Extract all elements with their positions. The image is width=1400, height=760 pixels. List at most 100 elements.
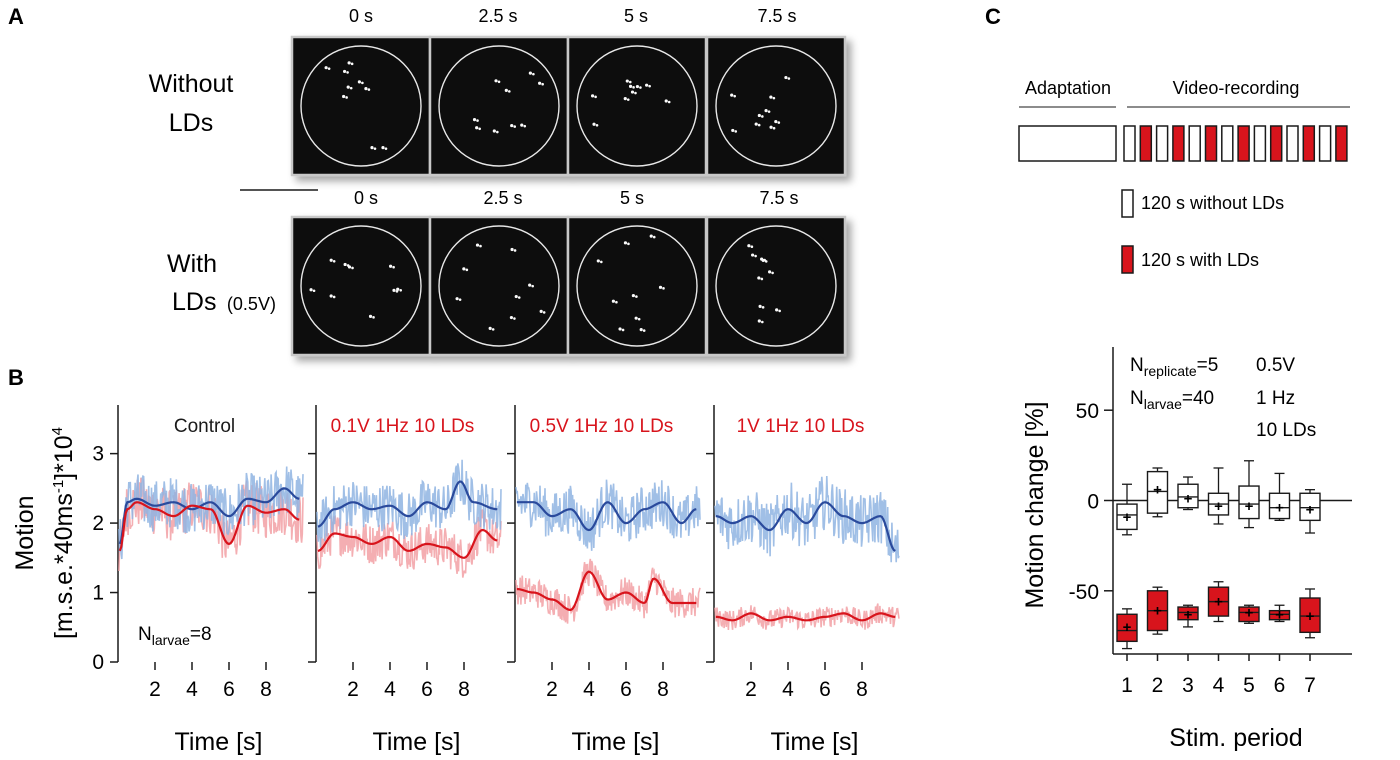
larva-dot bbox=[757, 123, 761, 127]
larva-dot bbox=[634, 316, 638, 320]
larva-dot bbox=[517, 296, 521, 299]
panel-a-label: A bbox=[8, 4, 24, 29]
larva-dot bbox=[764, 260, 768, 263]
larva-dot bbox=[649, 234, 653, 238]
larva-dot bbox=[639, 86, 642, 89]
larva-dot bbox=[733, 94, 736, 98]
box-red bbox=[1238, 606, 1260, 623]
motion-change-boxplot: Motion change [%] Stim. period Nreplicat… bbox=[1021, 347, 1352, 752]
y-tick-label: 0 bbox=[92, 651, 104, 674]
larva-dot bbox=[343, 262, 347, 267]
mean-marker: + bbox=[1275, 606, 1284, 623]
box-white bbox=[1116, 503, 1138, 531]
x-tick-label: 5 bbox=[1243, 674, 1255, 697]
larva-dot bbox=[775, 308, 779, 312]
x-tick-label: 8 bbox=[856, 678, 868, 701]
larva-dot bbox=[667, 100, 671, 104]
adaptation-block bbox=[1018, 125, 1117, 162]
legend-without-label: 120 s without LDs bbox=[1141, 193, 1284, 213]
video-frames-strip bbox=[290, 35, 847, 177]
x-axis-title: Time [s] bbox=[771, 728, 859, 756]
larva-dot bbox=[734, 130, 738, 133]
larva-dot bbox=[625, 79, 629, 83]
larva-dot bbox=[761, 258, 765, 263]
larva-dot bbox=[531, 284, 534, 288]
larva-dot bbox=[758, 304, 762, 308]
y-axis-title-line1: Motion bbox=[11, 495, 39, 570]
video-frames-strip bbox=[290, 215, 847, 357]
larva-dot bbox=[769, 95, 773, 99]
condition-voltage: 0.5V bbox=[1256, 355, 1295, 376]
arena-circle bbox=[715, 45, 837, 167]
arena-circle bbox=[576, 225, 698, 347]
stim-block-without bbox=[1253, 125, 1267, 162]
larva-dot bbox=[771, 271, 774, 275]
stim-block-without bbox=[1188, 125, 1201, 162]
y-tick-label: 3 bbox=[92, 443, 104, 466]
larva-dot bbox=[777, 121, 781, 124]
larva-dot bbox=[367, 88, 371, 91]
y-axis-title: Motion change [%] bbox=[1021, 401, 1049, 608]
raw-trace-blue bbox=[118, 466, 304, 560]
larva-dot bbox=[508, 90, 511, 93]
larva-dot bbox=[357, 80, 361, 84]
larva-dot bbox=[767, 110, 771, 113]
subplot: 2 4 6 8 Time [s] 1V 1Hz 10 LDs bbox=[706, 405, 900, 756]
larva-dot bbox=[639, 327, 643, 332]
legend-swatch-with bbox=[1121, 245, 1134, 274]
x-tick-label: 6 bbox=[819, 678, 831, 701]
x-tick-label: 6 bbox=[223, 678, 235, 701]
larva-dot bbox=[626, 98, 630, 101]
larva-dot bbox=[769, 125, 773, 129]
n-larvae-annotation: Nlarvae=40 bbox=[1130, 388, 1214, 412]
larva-dot bbox=[731, 128, 735, 133]
larva-dot bbox=[349, 86, 353, 90]
video-frame bbox=[566, 215, 708, 357]
larva-dot bbox=[590, 94, 595, 98]
video-recording-label: Video-recording bbox=[1173, 78, 1300, 98]
box-white bbox=[1238, 485, 1260, 520]
mean-trace-red bbox=[516, 570, 697, 612]
larva-dot bbox=[324, 66, 328, 70]
larva-dot bbox=[747, 244, 751, 248]
x-axis-title: Time [s] bbox=[175, 728, 263, 756]
box-red bbox=[1299, 597, 1321, 634]
larva-dot bbox=[510, 247, 514, 252]
video-frame bbox=[428, 35, 570, 177]
larva-dot bbox=[332, 259, 336, 263]
box-white bbox=[1268, 492, 1291, 520]
larva-dot bbox=[642, 329, 646, 332]
n-replicate-annotation: Nreplicate=5 bbox=[1130, 355, 1218, 379]
larva-dot bbox=[478, 127, 481, 131]
larva-dot bbox=[757, 276, 761, 280]
motion-trace-subplots: 0 1 2 3 2 4 6 8 Time [s] Control 2 4 6 8 Time [s] 0.1V … bbox=[92, 405, 900, 756]
condition-lds: 10 LDs bbox=[1256, 420, 1316, 441]
larva-dot bbox=[392, 265, 395, 269]
raw-trace-red bbox=[714, 603, 900, 631]
subplot-title: 1V 1Hz 10 LDs bbox=[737, 416, 865, 437]
larva-dot bbox=[462, 267, 466, 271]
larva-dot bbox=[523, 124, 527, 128]
arena-circle bbox=[576, 45, 698, 167]
arena-circle bbox=[300, 225, 422, 347]
frame-time-label: 2.5 s bbox=[483, 188, 522, 208]
legend-swatch-without bbox=[1121, 189, 1134, 218]
stim-block-without bbox=[1221, 125, 1234, 162]
y-tick-label: 1 bbox=[92, 582, 104, 605]
x-tick-label: 6 bbox=[421, 678, 433, 701]
larva-dot bbox=[541, 82, 544, 86]
larva-dot bbox=[600, 260, 603, 264]
larva-dot bbox=[621, 328, 625, 332]
larva-dot bbox=[778, 309, 781, 313]
box-white bbox=[1299, 492, 1321, 522]
larva-dot bbox=[332, 295, 336, 299]
mean-marker: + bbox=[1184, 491, 1193, 508]
arena-circle bbox=[438, 45, 560, 167]
subplot: 2 4 6 8 Time [s] 0.5V 1Hz 10 LDs bbox=[507, 405, 701, 756]
raw-trace-blue bbox=[316, 459, 502, 548]
mean-trace-red bbox=[118, 501, 300, 552]
larva-dot bbox=[510, 123, 514, 128]
mean-marker: + bbox=[1245, 498, 1254, 515]
larva-dot bbox=[623, 241, 628, 245]
frame-time-label: 5 s bbox=[620, 188, 644, 208]
